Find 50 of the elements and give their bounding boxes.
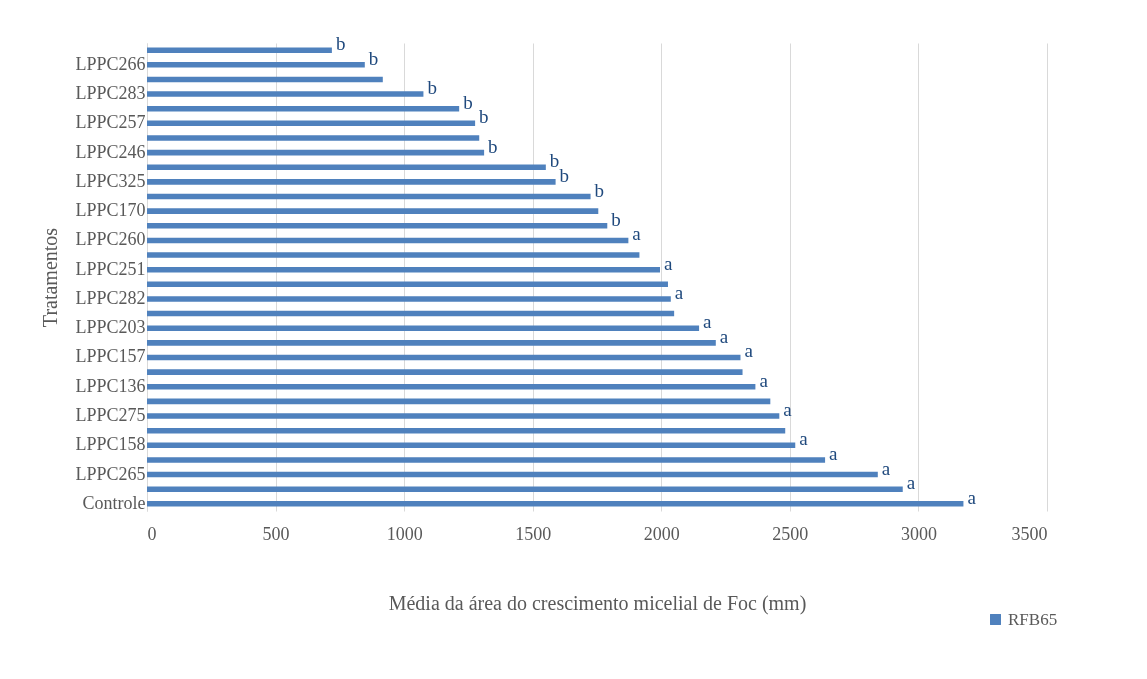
- y-tick-label: LPPC170: [75, 200, 146, 221]
- data-label: b: [611, 208, 621, 230]
- data-label: b: [594, 179, 605, 201]
- data-label: a: [632, 223, 642, 245]
- data-label: a: [783, 399, 793, 421]
- y-tick-label: Controle: [82, 492, 146, 513]
- y-tick-label: LPPC325: [75, 170, 146, 191]
- data-label: a: [967, 486, 977, 508]
- data-label: b: [427, 77, 437, 99]
- x-tick-label: 500: [262, 523, 290, 544]
- data-label: b: [479, 106, 489, 128]
- y-tick-label: LPPC282: [75, 287, 146, 308]
- data-label: b: [559, 164, 570, 186]
- data-label: a: [829, 442, 839, 464]
- y-axis-title: Tratamentos: [39, 227, 62, 328]
- data-label: b: [549, 150, 560, 172]
- data-label: b: [488, 135, 498, 157]
- x-tick-label: 3000: [900, 523, 937, 544]
- data-label: a: [744, 340, 754, 362]
- x-tick-label: 1500: [515, 523, 552, 544]
- data-label: a: [759, 369, 769, 391]
- data-label: b: [463, 91, 473, 113]
- legend-label: RFB65: [1008, 609, 1058, 629]
- data-label: b: [335, 33, 346, 55]
- y-tick-label: LPPC136: [75, 375, 146, 396]
- x-tick-label: 2000: [643, 523, 680, 544]
- x-tick-label: 0: [147, 523, 157, 544]
- y-tick-label: LPPC260: [75, 229, 146, 250]
- y-tick-label: LPPC251: [75, 258, 146, 279]
- data-label: a: [799, 428, 809, 450]
- data-label: a: [703, 311, 713, 333]
- x-tick-label: 3500: [1011, 523, 1048, 544]
- data-label: a: [719, 325, 729, 347]
- data-label: a: [906, 472, 916, 494]
- data-label: b: [368, 47, 379, 69]
- y-tick-label: LPPC158: [75, 434, 146, 455]
- data-label: a: [881, 457, 891, 479]
- y-tick-label: LPPC266: [75, 53, 146, 74]
- data-label: a: [674, 281, 684, 303]
- y-tick-label: LPPC157: [75, 346, 146, 367]
- y-tick-label: LPPC275: [75, 405, 146, 426]
- x-tick-label: 2500: [772, 523, 809, 544]
- y-tick-label: LPPC283: [75, 83, 146, 104]
- x-axis-title: Média da área do crescimento micelial de Foc (mm): [388, 591, 807, 615]
- y-tick-label: LPPC265: [75, 463, 146, 484]
- y-tick-label: LPPC246: [75, 141, 146, 162]
- y-tick-label: LPPC257: [75, 112, 146, 133]
- x-tick-label: 1000: [386, 523, 423, 544]
- y-tick-label: LPPC203: [75, 317, 146, 338]
- data-label: a: [664, 252, 673, 274]
